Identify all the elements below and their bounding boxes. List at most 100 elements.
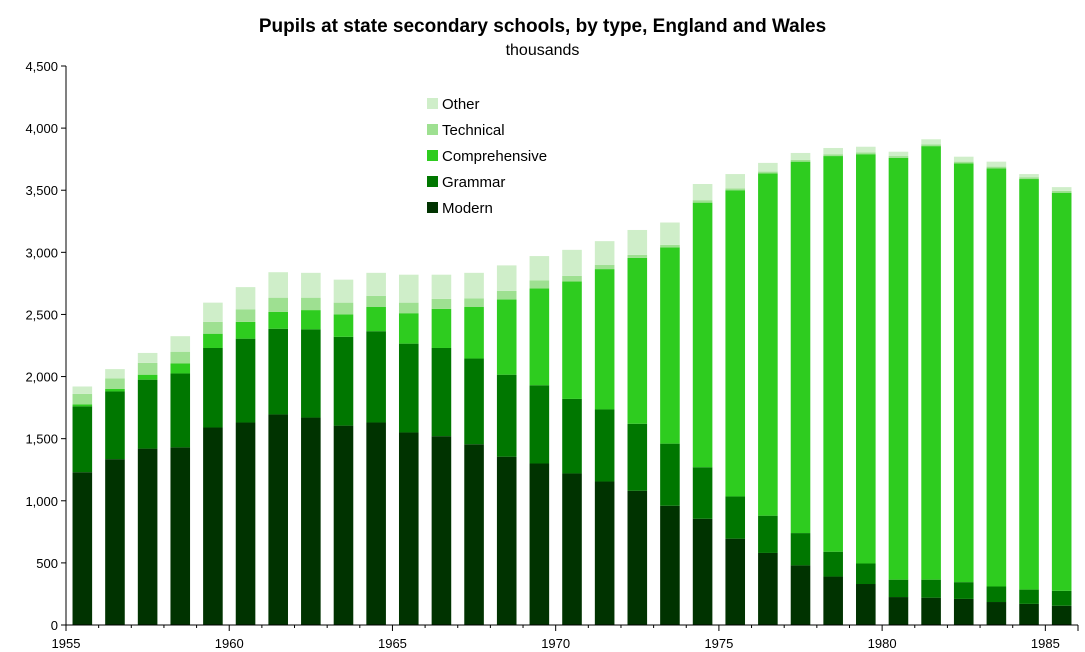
bar-modern-1963 [333,425,354,625]
bar-grammar-1957 [137,379,158,449]
bar-technical-1966 [431,298,452,309]
bar-grammar-1963 [333,336,354,426]
y-tick-label: 1,000 [25,494,58,509]
bar-comprehensive-1983 [986,168,1007,587]
bar-technical-1964 [366,295,386,307]
bar-comprehensive-1972 [627,257,648,424]
bar-other-1957 [137,352,158,363]
legend-label-modern: Modern [442,200,493,217]
legend-swatch-grammar [427,176,438,187]
bar-other-1977 [790,152,811,160]
bar-grammar-1971 [594,409,615,482]
bar-comprehensive-1969 [529,288,550,386]
bar-technical-1965 [398,302,419,314]
bar-comprehensive-1963 [333,314,354,337]
y-tick-label: 3,000 [25,245,58,260]
y-tick-label: 500 [36,556,58,571]
bar-comprehensive-1968 [496,299,517,375]
bar-technical-1956 [105,378,125,389]
legend-swatch-technical [427,124,438,135]
bar-grammar-1967 [464,358,484,445]
bar-other-1969 [529,256,550,281]
bar-other-1970 [562,249,582,276]
bar-grammar-1977 [790,533,811,566]
y-tick-label: 3,500 [25,183,58,198]
bar-grammar-1973 [660,443,680,506]
bar-other-1976 [758,162,778,172]
bar-modern-1974 [692,518,713,625]
bar-modern-1965 [398,432,419,625]
bar-other-1964 [366,272,386,296]
bar-grammar-1979 [856,563,876,585]
bar-comprehensive-1977 [790,161,811,534]
bar-other-1975 [725,174,746,189]
bar-technical-1984 [1019,177,1039,180]
legend-swatch-other [427,98,438,109]
legend-label-grammar: Grammar [442,174,505,191]
bar-technical-1962 [301,297,321,311]
x-tick-label: 1955 [52,636,81,651]
bar-modern-1984 [1019,603,1039,625]
bar-other-1982 [953,156,974,162]
bar-comprehensive-1960 [235,321,256,339]
bar-modern-1971 [594,481,615,625]
bar-modern-1969 [529,463,550,625]
bar-other-1958 [170,336,191,352]
bar-grammar-1959 [203,347,223,428]
bar-grammar-1956 [105,391,125,460]
bar-modern-1957 [137,448,158,625]
bar-modern-1982 [953,598,974,625]
bar-modern-1967 [464,444,484,625]
bar-modern-1983 [986,602,1007,625]
bar-modern-1959 [203,427,223,625]
bar-modern-1958 [170,447,191,625]
bar-comprehensive-1980 [888,157,909,580]
bar-grammar-1962 [301,329,321,418]
bar-technical-1979 [856,152,876,155]
bar-grammar-1969 [529,385,550,464]
bar-technical-1975 [725,188,746,191]
bar-comprehensive-1962 [301,310,321,330]
bar-comprehensive-1975 [725,190,746,497]
bar-technical-1969 [529,280,550,289]
bar-modern-1964 [366,422,386,625]
bar-technical-1972 [627,254,648,258]
chart-title: Pupils at state secondary schools, by ty… [258,16,827,37]
bar-grammar-1975 [725,496,746,539]
bar-comprehensive-1973 [660,247,680,444]
bar-other-1980 [888,151,909,157]
axes-layer: 0 500 1,000 1,500 2,000 2,500 3,000 3,500 4,000 4… [25,59,1079,651]
x-tick-label: 1980 [868,636,897,651]
x-tick-label: 1960 [215,636,244,651]
bar-grammar-1965 [398,343,419,433]
bar-modern-1968 [496,456,517,625]
bar-grammar-1968 [496,374,517,457]
x-tick-label: 1975 [704,636,733,651]
bar-grammar-1985 [1051,590,1072,606]
bar-grammar-1976 [758,515,778,553]
bar-other-1959 [203,302,223,322]
legend-swatch-modern [427,202,438,213]
bar-technical-1982 [953,161,974,164]
bar-technical-1971 [594,264,615,270]
bar-grammar-1955 [72,406,93,473]
bar-grammar-1982 [953,582,974,599]
bar-other-1983 [986,161,1007,167]
bar-other-1985 [1051,187,1072,191]
bar-modern-1970 [562,473,582,625]
bar-comprehensive-1981 [921,146,941,580]
bar-technical-1963 [333,302,354,315]
bar-modern-1960 [235,422,256,625]
bar-technical-1970 [562,275,582,282]
x-tick-label: 1970 [541,636,570,651]
bar-technical-1981 [921,144,941,147]
bar-modern-1961 [268,414,288,625]
bar-other-1973 [660,222,680,245]
bar-grammar-1981 [921,579,941,598]
bar-comprehensive-1970 [562,281,582,399]
legend: Other Technical Comprehensive Grammar Modern [427,96,547,217]
bar-comprehensive-1982 [953,163,974,583]
y-tick-label: 2,500 [25,307,58,322]
bar-grammar-1966 [431,347,452,437]
